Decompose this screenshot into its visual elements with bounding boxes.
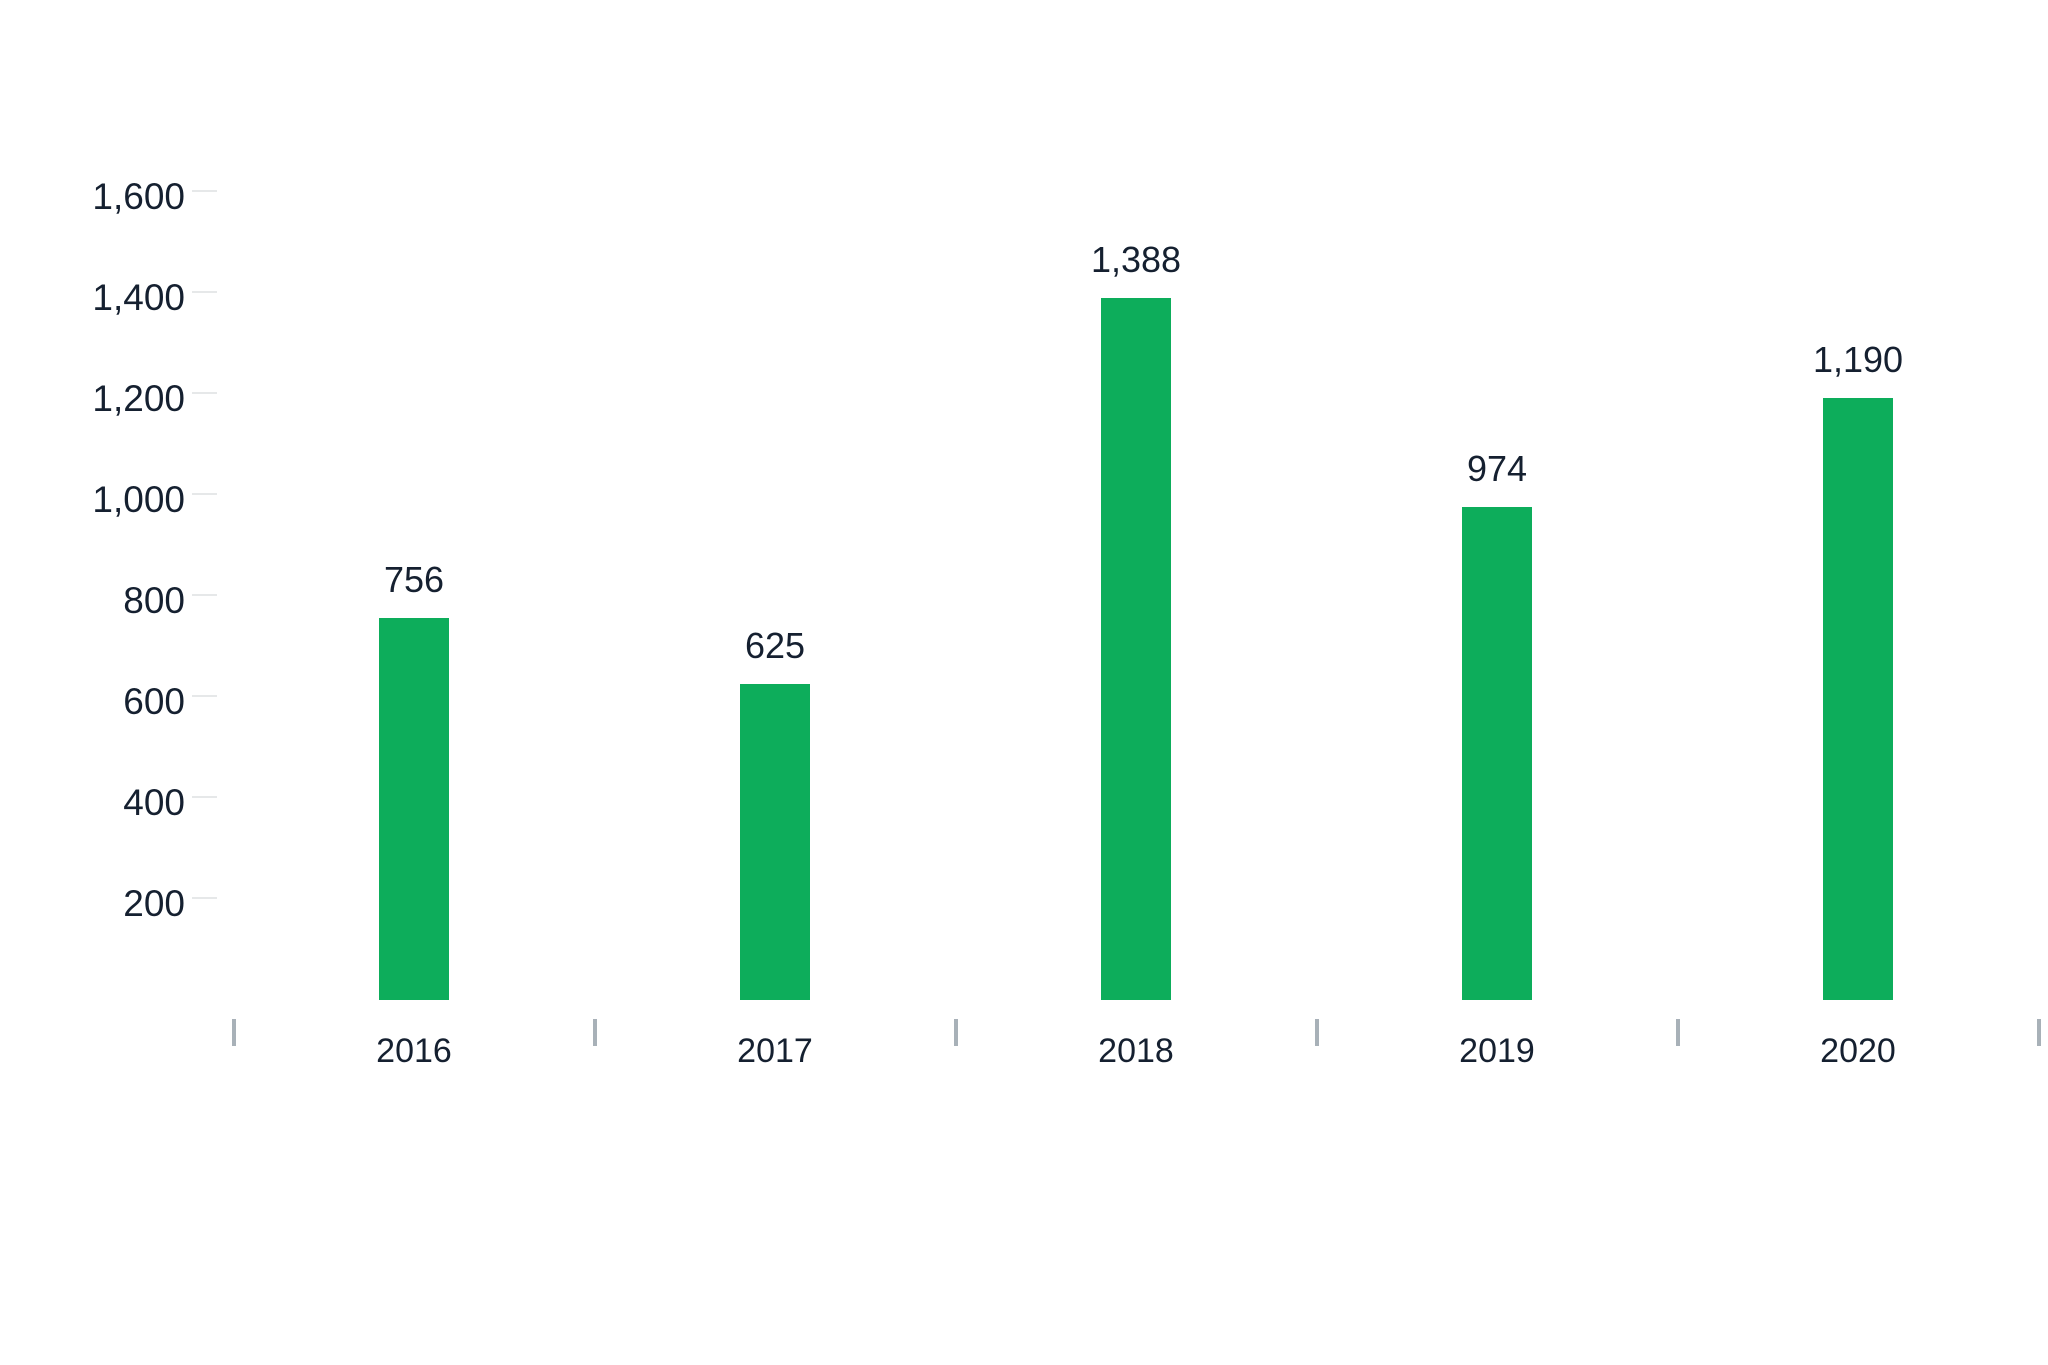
x-axis-category-label: 2017 [737,1032,813,1070]
bar-value-label: 1,190 [1812,339,1904,381]
y-axis-tick-label: 1,000 [92,479,185,521]
y-axis-tick-label: 1,200 [92,378,185,420]
y-axis-tick-mark [192,493,217,496]
x-axis-tick-mark [1675,1019,1680,1046]
bar-value-label: 756 [383,558,445,600]
y-axis-tick-mark [192,392,217,395]
y-axis-tick-label: 800 [123,580,185,622]
y-axis-tick-label: 1,600 [92,176,185,218]
y-axis-tick-label: 200 [123,883,185,925]
x-axis-tick-mark [592,1019,597,1046]
y-axis-tick-mark [192,291,217,294]
bar-value-label: 625 [744,624,806,666]
bar [1462,507,1532,1000]
y-axis-tick-mark [192,190,217,193]
bar-value-label: 974 [1466,448,1528,490]
y-axis-tick-mark [192,897,217,900]
x-axis-category-label: 2019 [1459,1032,1535,1070]
x-axis-category-label: 2020 [1820,1032,1896,1070]
y-axis-tick-mark [192,594,217,597]
y-axis-tick-label: 600 [123,681,185,723]
x-axis-tick-mark [2036,1019,2041,1046]
y-axis-tick-label: 1,400 [92,277,185,319]
x-axis-tick-mark [953,1019,958,1046]
x-axis-category-label: 2018 [1098,1032,1174,1070]
y-axis-tick-label: 400 [123,782,185,824]
x-axis-tick-mark [1314,1019,1319,1046]
y-axis-tick-mark [192,695,217,698]
bar [1823,398,1893,1000]
bar [740,683,810,1000]
y-axis-tick-mark [192,796,217,799]
bar-value-label: 1,388 [1090,239,1182,281]
bar [1101,298,1171,1000]
x-axis-category-label: 2016 [376,1032,452,1070]
bar [379,617,449,1000]
x-axis-tick-mark [231,1019,236,1046]
